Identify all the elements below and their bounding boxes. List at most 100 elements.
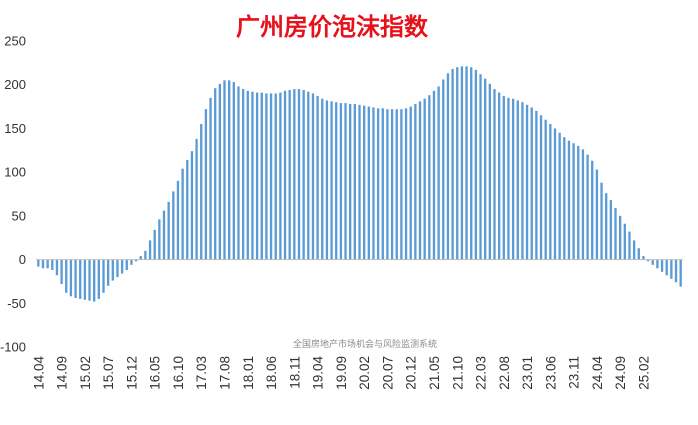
bar (288, 89, 291, 260)
bar (65, 259, 68, 293)
bar (251, 91, 254, 260)
bar (544, 119, 547, 260)
bar (167, 201, 170, 260)
bar (293, 89, 296, 260)
bar (414, 103, 417, 260)
x-tick-label: 21.10 (450, 356, 465, 390)
bar (474, 69, 478, 260)
x-tick-label: 18.01 (241, 356, 256, 390)
bar (497, 92, 501, 260)
bar (344, 103, 347, 260)
bar (400, 109, 403, 260)
bar (255, 92, 259, 260)
bar (358, 104, 361, 260)
x-tick-label: 14.09 (55, 356, 70, 390)
x-tick-label: 23.01 (520, 356, 535, 390)
bar (330, 101, 333, 260)
bar (432, 90, 436, 260)
x-tick-label: 24.09 (613, 356, 628, 390)
bar (144, 250, 147, 260)
x-tick-label: 23.11 (567, 356, 582, 389)
bar (563, 137, 566, 260)
bar (325, 100, 329, 260)
bar (69, 259, 73, 297)
bar (195, 138, 198, 260)
bar (55, 259, 59, 276)
bar (228, 80, 231, 260)
bar (37, 259, 40, 267)
bar (516, 100, 519, 260)
x-tick-label: 15.07 (101, 356, 116, 390)
bar (437, 86, 440, 260)
bar (595, 169, 599, 260)
bar (656, 259, 659, 269)
x-tick-label: 22.03 (474, 356, 489, 390)
y-axis: -100 -50 0 50 100 150 200 250 (0, 34, 26, 355)
bar (535, 110, 538, 260)
bar (283, 90, 287, 260)
bar (446, 73, 450, 260)
bar (600, 182, 603, 260)
x-tick-label: 19.09 (334, 356, 349, 390)
x-tick-label: 20.12 (404, 356, 419, 390)
bar (362, 105, 366, 260)
x-tick-label: 24.04 (590, 356, 605, 390)
bar (218, 83, 222, 260)
bar (623, 223, 626, 260)
bar (79, 259, 82, 299)
bars (37, 66, 682, 302)
bar (665, 259, 668, 276)
bar (674, 259, 678, 283)
bar (553, 128, 557, 260)
x-tick-label: 15.12 (124, 356, 139, 390)
bar (321, 98, 324, 260)
bar (176, 180, 180, 260)
bar (181, 168, 184, 260)
bar (265, 93, 268, 260)
bar (488, 83, 491, 260)
bar (404, 108, 408, 260)
bar (274, 93, 277, 260)
x-tick-label: 14.04 (31, 356, 46, 390)
x-tick-label: 19.04 (311, 356, 326, 390)
bar (97, 259, 100, 299)
bar (74, 259, 77, 299)
bar (353, 103, 357, 260)
x-tick-label: 16.05 (148, 356, 163, 390)
bar (660, 259, 664, 272)
bar (209, 97, 212, 260)
x-tick-label: 18.06 (264, 356, 279, 390)
y-tick-label: 250 (4, 34, 26, 49)
bar (46, 259, 49, 269)
x-tick-label: 15.02 (78, 356, 93, 390)
bar (428, 95, 431, 260)
y-tick-label: -100 (0, 340, 26, 355)
bar (479, 74, 482, 260)
bar (651, 259, 654, 265)
bar (311, 93, 315, 260)
bar (130, 259, 133, 265)
bar (581, 149, 585, 260)
y-tick-label: 200 (4, 77, 26, 92)
x-tick-label: 20.07 (380, 356, 395, 390)
bar (521, 102, 524, 260)
bar (632, 240, 636, 260)
x-tick-label: 23.06 (543, 356, 558, 390)
bar (484, 78, 487, 260)
bar (158, 219, 161, 260)
bar (493, 89, 496, 260)
bar (88, 259, 91, 301)
bar (605, 193, 608, 260)
bar (335, 102, 338, 260)
bar (237, 86, 240, 260)
bar (577, 145, 580, 260)
x-tick-label: 16.10 (171, 356, 186, 390)
bar (465, 66, 468, 260)
bar (204, 109, 208, 260)
bar (609, 200, 613, 260)
x-tick-label: 18.11 (287, 356, 302, 389)
bar (614, 207, 617, 260)
x-tick-label: 22.08 (497, 356, 512, 390)
bar (591, 160, 594, 260)
